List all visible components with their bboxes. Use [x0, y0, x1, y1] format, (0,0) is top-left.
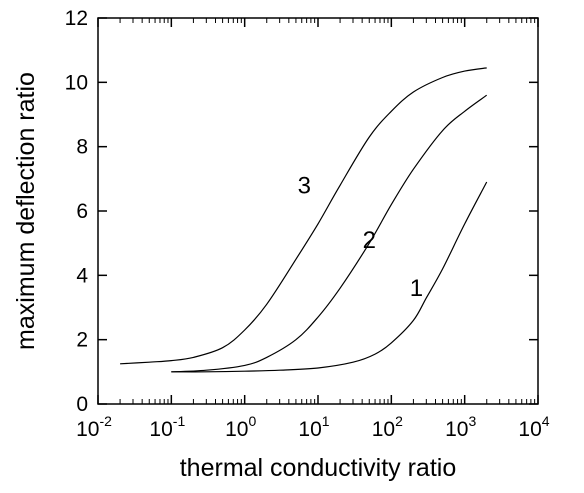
x-tick-exponent: 0 [248, 413, 256, 429]
x-tick-base: 10 [518, 418, 541, 441]
x-tick-label: 103 [445, 413, 476, 441]
x-tick-base: 10 [298, 418, 321, 441]
series-layer [120, 67, 488, 373]
x-tick-base: 10 [372, 418, 395, 441]
x-ticks: 10-2 10-1 100 101 102 103 104 [76, 18, 550, 441]
x-axis-title: thermal conductivity ratio [180, 454, 457, 482]
curve-label-3: 3 [298, 172, 311, 199]
x-tick-exponent: 4 [542, 413, 550, 429]
x-tick-label: 101 [298, 413, 329, 441]
x-tick-label: 104 [518, 413, 549, 441]
series-line-3 [120, 67, 487, 365]
x-tick-base: 10 [76, 418, 99, 441]
x-tick-exponent: 3 [468, 413, 476, 429]
x-tick-label: 10-1 [149, 413, 185, 441]
x-tick-base: 10 [225, 418, 248, 441]
x-tick-base: 10 [445, 418, 468, 441]
y-tick-label: 2 [76, 329, 88, 352]
x-tick-exponent: -1 [173, 413, 186, 429]
x-tick-label: 102 [372, 413, 403, 441]
y-tick-label: 4 [76, 264, 88, 287]
x-tick-label: 10-2 [76, 413, 112, 441]
y-tick-label: 8 [76, 136, 88, 159]
x-tick-exponent: 1 [322, 413, 330, 429]
curve-label-2: 2 [363, 227, 376, 254]
y-tick-label: 6 [76, 200, 88, 223]
series-line-1 [171, 181, 488, 373]
y-tick-label: 12 [65, 7, 88, 30]
y-tick-label: 10 [65, 71, 88, 94]
x-tick-exponent: -2 [99, 413, 112, 429]
x-tick-exponent: 2 [395, 413, 403, 429]
y-axis-title: maximum deflection ratio [12, 72, 40, 350]
series-line-2 [171, 94, 488, 373]
x-tick-base: 10 [149, 418, 172, 441]
y-tick-label: 0 [76, 393, 88, 416]
x-tick-label: 100 [225, 413, 256, 441]
curve-label-1: 1 [410, 275, 423, 302]
